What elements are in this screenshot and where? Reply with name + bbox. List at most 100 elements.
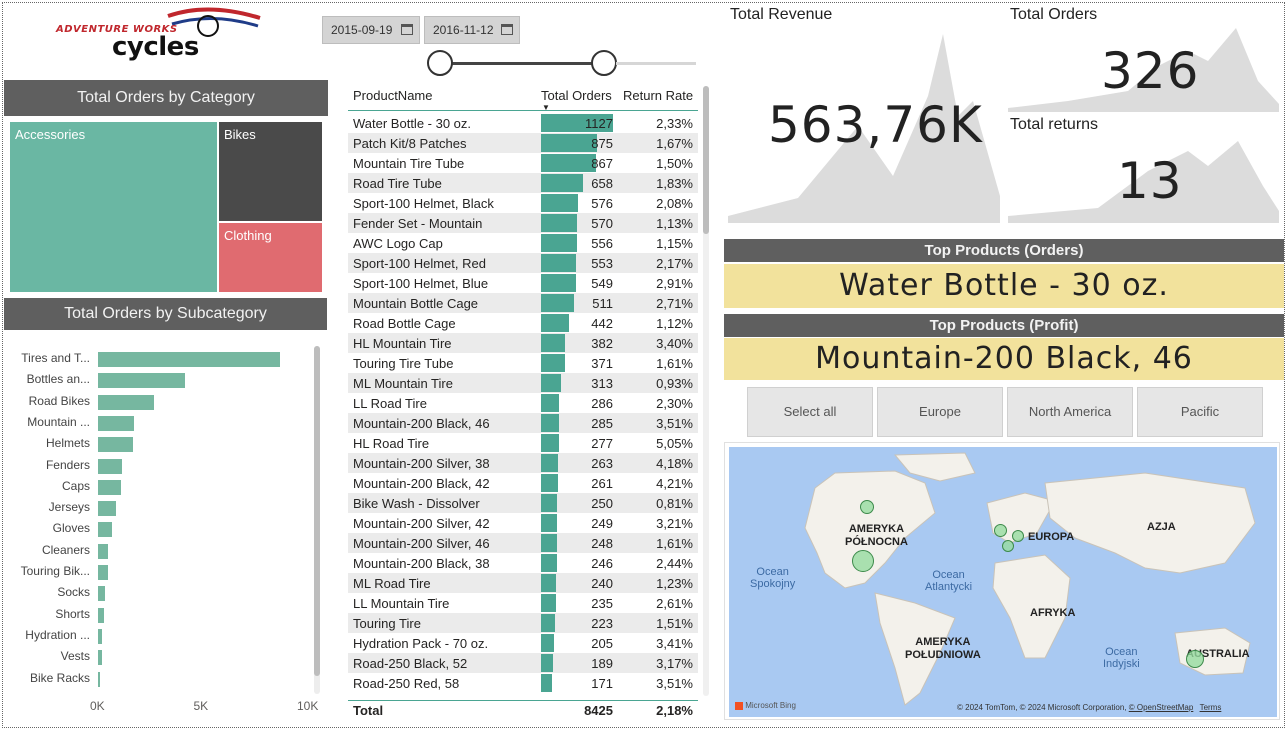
table-row[interactable]: HL Mountain Tire 382 3,40% xyxy=(348,333,698,353)
start-date-input[interactable]: 2015-09-19 xyxy=(322,16,420,44)
map-bubble-uk[interactable] xyxy=(994,524,1007,537)
sort-desc-icon[interactable]: ▼ xyxy=(542,103,550,112)
subcategory-label: Cleaners xyxy=(41,542,90,557)
orders-databar xyxy=(541,334,566,352)
return-rate-cell: 1,61% xyxy=(656,356,693,371)
treemap-bikes[interactable]: Bikes xyxy=(219,122,322,221)
table-row[interactable]: Fender Set - Mountain 570 1,13% xyxy=(348,213,698,233)
world-map[interactable]: AMERYKA PÓŁNOCNA EUROPA AZJA AFRYKA AMERY… xyxy=(724,442,1280,720)
table-row[interactable]: Patch Kit/8 Patches 875 1,67% xyxy=(348,133,698,153)
subcategory-bar[interactable] xyxy=(98,522,113,538)
treemap-accessories[interactable]: Accessories xyxy=(10,122,217,292)
table-row[interactable]: Mountain-200 Black, 46 285 3,51% xyxy=(348,413,698,433)
subcategory-bar[interactable] xyxy=(98,671,100,687)
return-rate-cell: 0,93% xyxy=(656,376,693,391)
col-header-return[interactable]: Return Rate xyxy=(623,88,694,103)
subcategory-bar[interactable] xyxy=(98,415,135,431)
treemap-clothing[interactable]: Clothing xyxy=(219,223,322,292)
region-europe-button[interactable]: Europe xyxy=(877,387,1003,437)
table-row[interactable]: ML Road Tire 240 1,23% xyxy=(348,573,698,593)
table-row[interactable]: ML Mountain Tire 313 0,93% xyxy=(348,373,698,393)
subcategory-bar[interactable] xyxy=(98,458,122,474)
map-bubble-canada[interactable] xyxy=(860,500,874,514)
orders-databar xyxy=(541,114,613,132)
table-row[interactable]: Mountain-200 Silver, 38 263 4,18% xyxy=(348,453,698,473)
date-slider-track[interactable] xyxy=(440,62,604,65)
subcategory-bar[interactable] xyxy=(98,607,105,623)
subcategory-bar[interactable] xyxy=(98,352,281,367)
subcategory-label: Jerseys xyxy=(48,500,90,515)
date-slider-end-handle[interactable] xyxy=(591,50,617,76)
col-header-product[interactable]: ProductName xyxy=(353,88,433,103)
region-pacific-button[interactable]: Pacific xyxy=(1137,387,1263,437)
map-bubble-france[interactable] xyxy=(1002,540,1014,552)
region-select-all-button[interactable]: Select all xyxy=(747,387,873,437)
scrollbar-thumb[interactable] xyxy=(314,346,320,676)
table-row[interactable]: Road Bottle Cage 442 1,12% xyxy=(348,313,698,333)
table-row[interactable]: Bike Wash - Dissolver 250 0,81% xyxy=(348,493,698,513)
returns-sparkline xyxy=(1008,141,1279,223)
table-row[interactable]: AWC Logo Cap 556 1,15% xyxy=(348,233,698,253)
table-scrollbar[interactable] xyxy=(703,86,709,696)
subcategory-bar[interactable] xyxy=(98,628,103,644)
calendar-icon[interactable] xyxy=(401,24,413,35)
calendar-icon[interactable] xyxy=(501,24,513,35)
table-row[interactable]: Mountain-200 Black, 38 246 2,44% xyxy=(348,553,698,573)
map-bubble-australia[interactable] xyxy=(1186,650,1204,668)
total-orders: 8425 xyxy=(584,703,613,718)
table-row[interactable]: LL Mountain Tire 235 2,61% xyxy=(348,593,698,613)
total-orders-cell: 205 xyxy=(591,636,613,651)
orders-value: 326 xyxy=(1101,42,1200,100)
category-title: Total Orders by Category xyxy=(4,80,328,116)
region-north-america-button[interactable]: North America xyxy=(1007,387,1133,437)
table-row[interactable]: Sport-100 Helmet, Red 553 2,17% xyxy=(348,253,698,273)
logo-name-text: cycles xyxy=(112,32,199,62)
return-rate-cell: 2,91% xyxy=(656,276,693,291)
table-row[interactable]: Mountain-200 Silver, 42 249 3,21% xyxy=(348,513,698,533)
table-row[interactable]: Road-250 Red, 58 171 3,51% xyxy=(348,673,698,693)
subcategory-scrollbar[interactable] xyxy=(314,346,320,694)
return-rate-cell: 4,18% xyxy=(656,456,693,471)
table-row[interactable]: Road Tire Tube 658 1,83% xyxy=(348,173,698,193)
total-orders-cell: 576 xyxy=(591,196,613,211)
table-row[interactable]: Mountain Bottle Cage 511 2,71% xyxy=(348,293,698,313)
subcategory-bar[interactable] xyxy=(98,479,121,495)
table-row[interactable]: Road-250 Black, 52 189 3,17% xyxy=(348,653,698,673)
date-slider-rest xyxy=(616,62,696,65)
table-row[interactable]: Touring Tire Tube 371 1,61% xyxy=(348,353,698,373)
subcategory-bar[interactable] xyxy=(98,650,102,666)
end-date-input[interactable]: 2016-11-12 xyxy=(424,16,520,44)
table-row[interactable]: Sport-100 Helmet, Blue 549 2,91% xyxy=(348,273,698,293)
total-orders-cell: 313 xyxy=(591,376,613,391)
date-slider-start-handle[interactable] xyxy=(427,50,453,76)
table-row[interactable]: Mountain-200 Black, 42 261 4,21% xyxy=(348,473,698,493)
subcategory-bar[interactable] xyxy=(98,543,108,559)
scrollbar-thumb[interactable] xyxy=(703,86,709,234)
subcategory-bar[interactable] xyxy=(98,586,105,602)
total-orders-cell: 246 xyxy=(591,556,613,571)
orders-databar xyxy=(541,254,577,272)
map-bubble-germany[interactable] xyxy=(1012,530,1024,542)
subcategory-bar[interactable] xyxy=(98,394,154,410)
map-bubble-usa[interactable] xyxy=(852,550,874,572)
terms-link[interactable]: Terms xyxy=(1199,703,1222,712)
subcategory-bar[interactable] xyxy=(98,565,108,580)
table-row[interactable]: Water Bottle - 30 oz. 1127 2,33% xyxy=(348,113,698,133)
table-row[interactable]: Hydration Pack - 70 oz. 205 3,41% xyxy=(348,633,698,653)
continent-europe: EUROPA xyxy=(1028,531,1075,543)
subcategory-bar[interactable] xyxy=(98,437,133,453)
table-row[interactable]: Mountain-200 Silver, 46 248 1,61% xyxy=(348,533,698,553)
table-row[interactable]: HL Road Tire 277 5,05% xyxy=(348,433,698,453)
table-row[interactable]: Mountain Tire Tube 867 1,50% xyxy=(348,153,698,173)
osm-link[interactable]: © OpenStreetMap xyxy=(1128,703,1194,712)
table-row[interactable]: LL Road Tire 286 2,30% xyxy=(348,393,698,413)
return-rate-cell: 2,30% xyxy=(656,396,693,411)
orders-title: Total Orders xyxy=(1010,6,1098,23)
table-row[interactable]: Touring Tire 223 1,51% xyxy=(348,613,698,633)
subcategory-bar[interactable] xyxy=(98,373,185,389)
return-rate-cell: 1,83% xyxy=(656,176,693,191)
subcategory-bar[interactable] xyxy=(98,501,116,517)
col-header-orders[interactable]: Total Orders xyxy=(541,88,612,103)
return-rate-cell: 5,05% xyxy=(656,436,693,451)
table-row[interactable]: Sport-100 Helmet, Black 576 2,08% xyxy=(348,193,698,213)
